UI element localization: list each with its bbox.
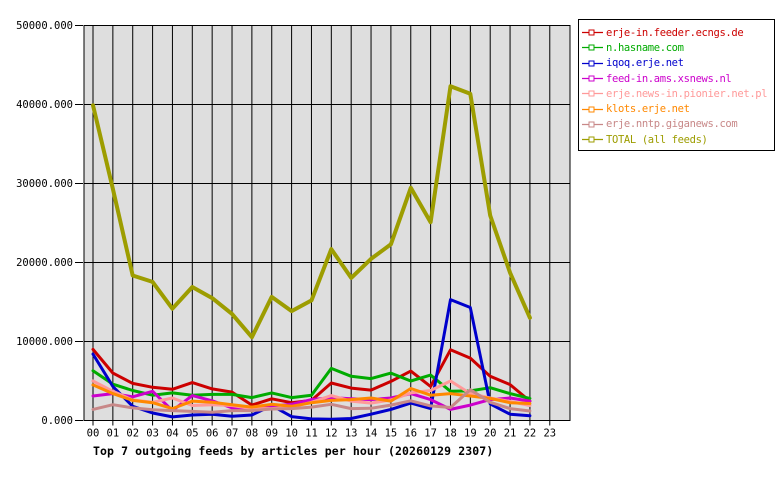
x-tick-label: 17: [424, 428, 437, 440]
legend-item-label: erje.nntp.giganews.com: [606, 118, 738, 131]
legend: erje-in.feeder.ecngs.de n.hasname.com iq…: [578, 19, 775, 151]
legend-item-label: feed-in.ams.xsnews.nl: [606, 72, 732, 85]
legend-marker-line-icon: [582, 90, 603, 97]
series-lines: [91, 84, 532, 421]
y-tick-label: 0.000: [41, 415, 73, 427]
series-line-feed-in-ams-xsnews-nl: [91, 389, 532, 413]
series-line-erje-nntp-giganews-com: [91, 388, 532, 414]
legend-item: erje.nntp.giganews.com: [582, 117, 774, 132]
x-tick-label: 01: [107, 428, 120, 440]
x-tick-label: 12: [325, 428, 338, 440]
x-tick-label: 14: [365, 428, 378, 440]
chart-title: Top 7 outgoing feeds by articles per hou…: [93, 444, 494, 458]
y-tick-label: 10000.000: [16, 336, 73, 348]
legend-item: erje.news-in.pionier.net.pl: [582, 86, 774, 101]
legend-marker-line-icon: [582, 106, 603, 113]
x-tick-label: 18: [444, 428, 457, 440]
legend-item-label: iqoq.erje.net: [606, 57, 684, 70]
x-tick-label: 23: [543, 428, 556, 440]
x-tick-label: 03: [146, 428, 159, 440]
legend-marker-line-icon: [582, 44, 603, 51]
legend-item-label: klots.erje.net: [606, 103, 690, 116]
x-tick-label: 15: [385, 428, 398, 440]
axis-ticks: [75, 25, 551, 426]
x-tick-label: 02: [126, 428, 139, 440]
legend-item-label: erje-in.feeder.ecngs.de: [606, 26, 744, 39]
legend-marker-line-icon: [582, 29, 603, 36]
x-tick-label: 05: [186, 428, 199, 440]
y-tick-label: 20000.000: [16, 257, 73, 269]
legend-item-label: n.hasname.com: [606, 41, 684, 54]
x-tick-label: 10: [285, 428, 298, 440]
legend-item: erje-in.feeder.ecngs.de: [582, 25, 774, 40]
series-line-n-hasname-com: [91, 366, 532, 400]
x-axis-labels: 00 01 02 03 04 05 06 07 08 09 10 11 12 13 14 15 16 17 18 19…: [87, 428, 556, 440]
series-line-total-all-feeds: [91, 84, 532, 340]
series-line-iqoq-erje-net: [91, 298, 532, 421]
legend-item: klots.erje.net: [582, 101, 774, 116]
legend-item: feed-in.ams.xsnews.nl: [582, 71, 774, 86]
y-tick-label: 40000.000: [16, 99, 73, 111]
x-tick-label: 00: [87, 428, 100, 440]
series-line-klots-erje-net: [91, 383, 532, 411]
legend-item: n.hasname.com: [582, 40, 774, 55]
legend-marker-line-icon: [582, 60, 603, 67]
x-tick-label: 06: [206, 428, 219, 440]
x-tick-label: 16: [404, 428, 417, 440]
plot-border: [83, 25, 571, 421]
x-tick-label: 09: [265, 428, 278, 440]
x-tick-label: 11: [305, 428, 318, 440]
x-tick-label: 13: [345, 428, 358, 440]
legend-item-label: TOTAL (all feeds): [606, 133, 708, 146]
x-tick-label: 22: [524, 428, 537, 440]
legend-marker-line-icon: [582, 75, 603, 82]
y-tick-label: 30000.000: [16, 178, 73, 190]
legend-marker-line-icon: [582, 121, 603, 128]
x-tick-label: 08: [246, 428, 259, 440]
legend-marker-line-icon: [582, 136, 603, 143]
gridlines: [84, 25, 570, 421]
x-tick-label: 20: [484, 428, 497, 440]
x-tick-label: 19: [464, 428, 477, 440]
x-tick-label: 21: [504, 428, 517, 440]
y-axis-labels: 0.000 10000.000 20000.000 30000.000 40000.00…: [16, 20, 73, 427]
x-tick-label: 04: [166, 428, 179, 440]
legend-item-label: erje.news-in.pionier.net.pl: [606, 87, 768, 100]
y-tick-label: 50000.000: [16, 20, 73, 32]
legend-item: TOTAL (all feeds): [582, 132, 774, 147]
plot-area-background: [84, 25, 570, 421]
legend-item: iqoq.erje.net: [582, 56, 774, 71]
x-tick-label: 07: [226, 428, 239, 440]
